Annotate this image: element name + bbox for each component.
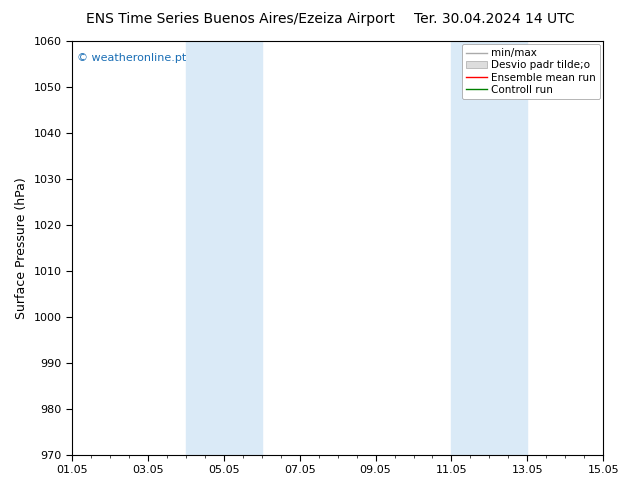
- Bar: [186, 41, 262, 455]
- Text: © weatheronline.pt: © weatheronline.pt: [77, 53, 186, 64]
- Y-axis label: Surface Pressure (hPa): Surface Pressure (hPa): [15, 177, 28, 318]
- Legend: min/max, Desvio padr tilde;o, Ensemble mean run, Controll run: min/max, Desvio padr tilde;o, Ensemble m…: [462, 44, 600, 99]
- Text: ENS Time Series Buenos Aires/Ezeiza Airport: ENS Time Series Buenos Aires/Ezeiza Airp…: [86, 12, 396, 26]
- Text: Ter. 30.04.2024 14 UTC: Ter. 30.04.2024 14 UTC: [414, 12, 575, 26]
- Bar: [451, 41, 527, 455]
